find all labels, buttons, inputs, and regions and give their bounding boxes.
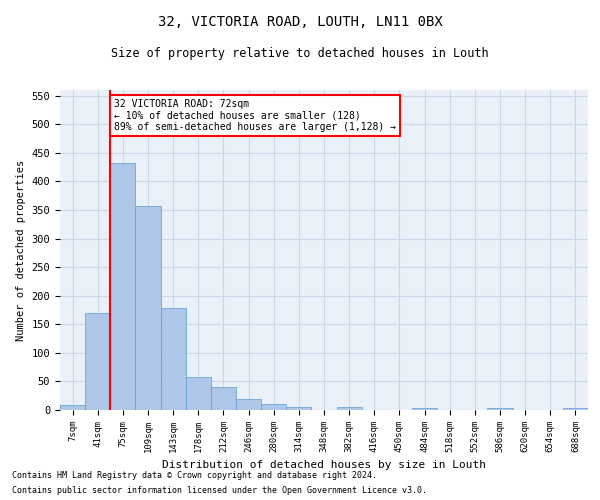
Text: Contains public sector information licensed under the Open Government Licence v3: Contains public sector information licen…	[12, 486, 427, 495]
Bar	[136, 206, 161, 410]
Bar	[186, 378, 211, 410]
Text: 32 VICTORIA ROAD: 72sqm
← 10% of detached houses are smaller (128)
89% of semi-d: 32 VICTORIA ROAD: 72sqm ← 10% of detache…	[114, 98, 396, 132]
Bar	[261, 404, 286, 410]
Y-axis label: Number of detached properties: Number of detached properties	[16, 160, 26, 340]
Bar	[85, 313, 110, 410]
Bar	[60, 406, 85, 410]
Text: 32, VICTORIA ROAD, LOUTH, LN11 0BX: 32, VICTORIA ROAD, LOUTH, LN11 0BX	[158, 15, 442, 29]
Bar	[286, 406, 311, 410]
Bar	[161, 308, 186, 410]
Text: Size of property relative to detached houses in Louth: Size of property relative to detached ho…	[111, 48, 489, 60]
Bar	[211, 387, 236, 410]
Bar	[337, 407, 362, 410]
Bar	[412, 408, 437, 410]
Bar	[563, 408, 588, 410]
X-axis label: Distribution of detached houses by size in Louth: Distribution of detached houses by size …	[162, 460, 486, 470]
Bar	[236, 398, 261, 410]
Bar	[110, 163, 136, 410]
Text: Contains HM Land Registry data © Crown copyright and database right 2024.: Contains HM Land Registry data © Crown c…	[12, 471, 377, 480]
Bar	[487, 408, 512, 410]
